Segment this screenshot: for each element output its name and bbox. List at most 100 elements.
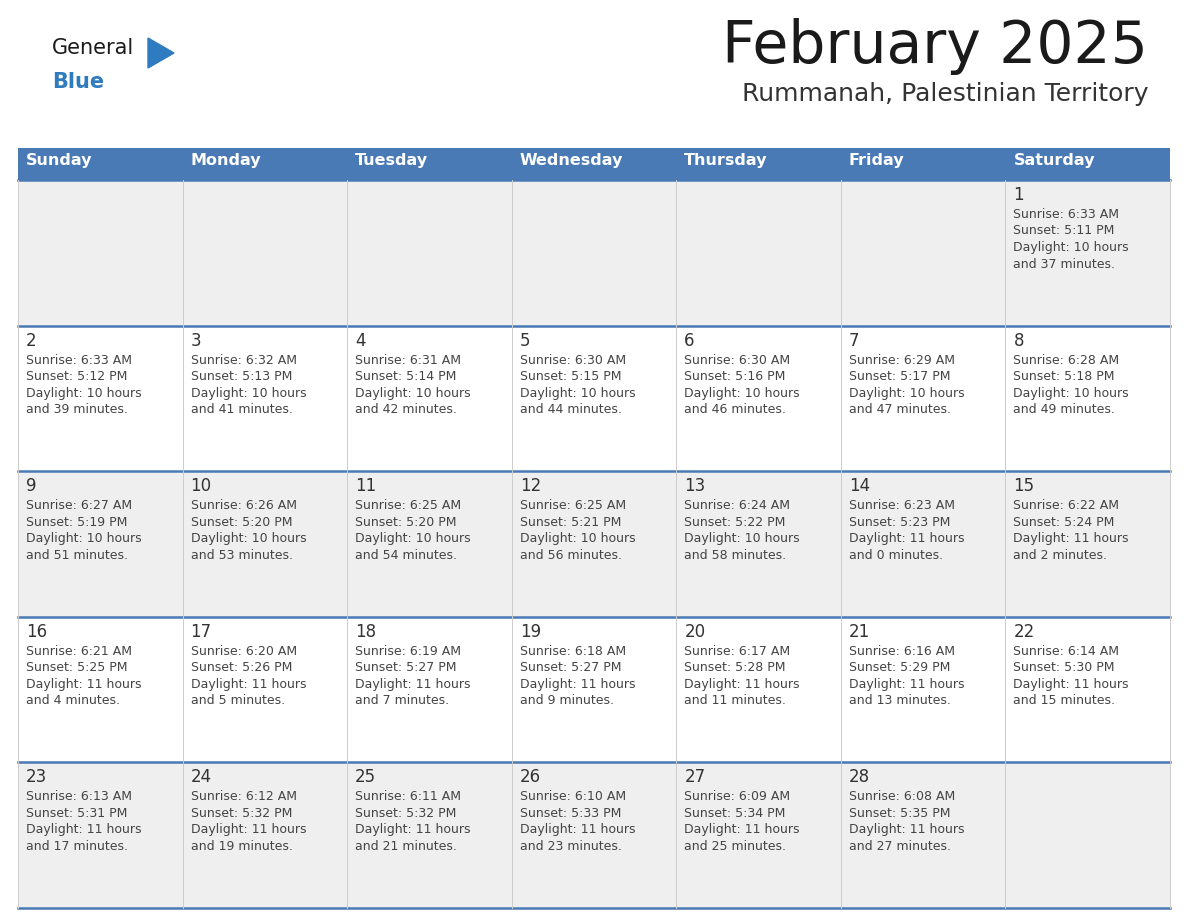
Text: and 42 minutes.: and 42 minutes. [355,403,457,416]
Text: and 56 minutes.: and 56 minutes. [519,549,621,562]
Text: 26: 26 [519,768,541,787]
Text: and 5 minutes.: and 5 minutes. [190,694,285,707]
Text: Sunset: 5:15 PM: Sunset: 5:15 PM [519,370,621,383]
Text: Sunset: 5:16 PM: Sunset: 5:16 PM [684,370,785,383]
Text: Blue: Blue [52,72,105,92]
Text: Sunrise: 6:16 AM: Sunrise: 6:16 AM [849,644,955,658]
Text: and 47 minutes.: and 47 minutes. [849,403,950,416]
Bar [18,326,1170,471]
Text: February 2025: February 2025 [722,18,1148,75]
Text: Daylight: 11 hours: Daylight: 11 hours [684,677,800,691]
Text: and 13 minutes.: and 13 minutes. [849,694,950,707]
Text: and 4 minutes.: and 4 minutes. [26,694,120,707]
Text: Sunrise: 6:13 AM: Sunrise: 6:13 AM [26,790,132,803]
Text: Sunrise: 6:30 AM: Sunrise: 6:30 AM [684,353,790,366]
Text: and 21 minutes.: and 21 minutes. [355,840,457,853]
Text: Sunset: 5:27 PM: Sunset: 5:27 PM [355,661,456,675]
Text: Daylight: 10 hours: Daylight: 10 hours [190,532,307,545]
Text: Sunrise: 6:21 AM: Sunrise: 6:21 AM [26,644,132,658]
Text: Daylight: 11 hours: Daylight: 11 hours [519,823,636,836]
Text: Sunrise: 6:33 AM: Sunrise: 6:33 AM [26,353,132,366]
Text: Wednesday: Wednesday [519,153,623,168]
Text: Sunrise: 6:24 AM: Sunrise: 6:24 AM [684,499,790,512]
Text: Sunset: 5:14 PM: Sunset: 5:14 PM [355,370,456,383]
Text: and 11 minutes.: and 11 minutes. [684,694,786,707]
Text: and 9 minutes.: and 9 minutes. [519,694,614,707]
Text: Sunrise: 6:32 AM: Sunrise: 6:32 AM [190,353,297,366]
Text: and 15 minutes.: and 15 minutes. [1013,694,1116,707]
Text: Sunrise: 6:25 AM: Sunrise: 6:25 AM [519,499,626,512]
Text: Sunset: 5:13 PM: Sunset: 5:13 PM [190,370,292,383]
Text: Daylight: 11 hours: Daylight: 11 hours [355,677,470,691]
Text: Sunrise: 6:08 AM: Sunrise: 6:08 AM [849,790,955,803]
Text: Sunrise: 6:22 AM: Sunrise: 6:22 AM [1013,499,1119,512]
Text: 22: 22 [1013,622,1035,641]
Text: Daylight: 10 hours: Daylight: 10 hours [684,532,800,545]
Text: Daylight: 10 hours: Daylight: 10 hours [849,386,965,399]
Text: and 25 minutes.: and 25 minutes. [684,840,786,853]
Text: Sunset: 5:22 PM: Sunset: 5:22 PM [684,516,785,529]
Text: Sunset: 5:28 PM: Sunset: 5:28 PM [684,661,785,675]
Text: Sunrise: 6:10 AM: Sunrise: 6:10 AM [519,790,626,803]
Bar [18,763,1170,908]
Text: and 58 minutes.: and 58 minutes. [684,549,786,562]
Text: 25: 25 [355,768,377,787]
Text: Sunset: 5:34 PM: Sunset: 5:34 PM [684,807,785,820]
Text: Daylight: 11 hours: Daylight: 11 hours [849,677,965,691]
Text: 16: 16 [26,622,48,641]
Text: Sunset: 5:35 PM: Sunset: 5:35 PM [849,807,950,820]
Text: 20: 20 [684,622,706,641]
Text: 23: 23 [26,768,48,787]
Text: and 17 minutes.: and 17 minutes. [26,840,128,853]
Text: Daylight: 11 hours: Daylight: 11 hours [519,677,636,691]
Text: Sunset: 5:20 PM: Sunset: 5:20 PM [190,516,292,529]
Text: 8: 8 [1013,331,1024,350]
Text: Sunset: 5:21 PM: Sunset: 5:21 PM [519,516,621,529]
Text: 19: 19 [519,622,541,641]
Text: Sunrise: 6:09 AM: Sunrise: 6:09 AM [684,790,790,803]
Text: 2: 2 [26,331,37,350]
Text: Daylight: 10 hours: Daylight: 10 hours [26,386,141,399]
Text: and 19 minutes.: and 19 minutes. [190,840,292,853]
Text: 18: 18 [355,622,377,641]
Text: Sunset: 5:32 PM: Sunset: 5:32 PM [355,807,456,820]
Text: Sunset: 5:18 PM: Sunset: 5:18 PM [1013,370,1114,383]
Text: Rummanah, Palestinian Territory: Rummanah, Palestinian Territory [741,82,1148,106]
Text: Daylight: 11 hours: Daylight: 11 hours [26,823,141,836]
Text: Sunset: 5:20 PM: Sunset: 5:20 PM [355,516,456,529]
Text: and 51 minutes.: and 51 minutes. [26,549,128,562]
Text: and 54 minutes.: and 54 minutes. [355,549,457,562]
Text: Daylight: 11 hours: Daylight: 11 hours [26,677,141,691]
Text: Friday: Friday [849,153,904,168]
Text: Daylight: 10 hours: Daylight: 10 hours [684,386,800,399]
Text: Sunset: 5:24 PM: Sunset: 5:24 PM [1013,516,1114,529]
Text: and 41 minutes.: and 41 minutes. [190,403,292,416]
Text: Tuesday: Tuesday [355,153,428,168]
Text: Sunset: 5:23 PM: Sunset: 5:23 PM [849,516,950,529]
Text: Daylight: 10 hours: Daylight: 10 hours [1013,241,1129,254]
Text: and 46 minutes.: and 46 minutes. [684,403,786,416]
Text: and 7 minutes.: and 7 minutes. [355,694,449,707]
Text: Sunset: 5:11 PM: Sunset: 5:11 PM [1013,225,1114,238]
Text: Sunset: 5:26 PM: Sunset: 5:26 PM [190,661,292,675]
Text: 15: 15 [1013,477,1035,495]
Text: Daylight: 11 hours: Daylight: 11 hours [1013,677,1129,691]
Text: 9: 9 [26,477,37,495]
Text: Sunrise: 6:23 AM: Sunrise: 6:23 AM [849,499,955,512]
Text: and 44 minutes.: and 44 minutes. [519,403,621,416]
Text: Sunset: 5:29 PM: Sunset: 5:29 PM [849,661,950,675]
Text: 24: 24 [190,768,211,787]
Text: 4: 4 [355,331,366,350]
Text: and 23 minutes.: and 23 minutes. [519,840,621,853]
Text: Daylight: 11 hours: Daylight: 11 hours [849,823,965,836]
Text: Sunrise: 6:29 AM: Sunrise: 6:29 AM [849,353,955,366]
Text: and 53 minutes.: and 53 minutes. [190,549,292,562]
Text: and 2 minutes.: and 2 minutes. [1013,549,1107,562]
Text: 11: 11 [355,477,377,495]
Text: 13: 13 [684,477,706,495]
Text: Sunset: 5:31 PM: Sunset: 5:31 PM [26,807,127,820]
Text: General: General [52,38,134,58]
Text: Sunset: 5:30 PM: Sunset: 5:30 PM [1013,661,1114,675]
Text: Saturday: Saturday [1013,153,1095,168]
Text: Monday: Monday [190,153,261,168]
